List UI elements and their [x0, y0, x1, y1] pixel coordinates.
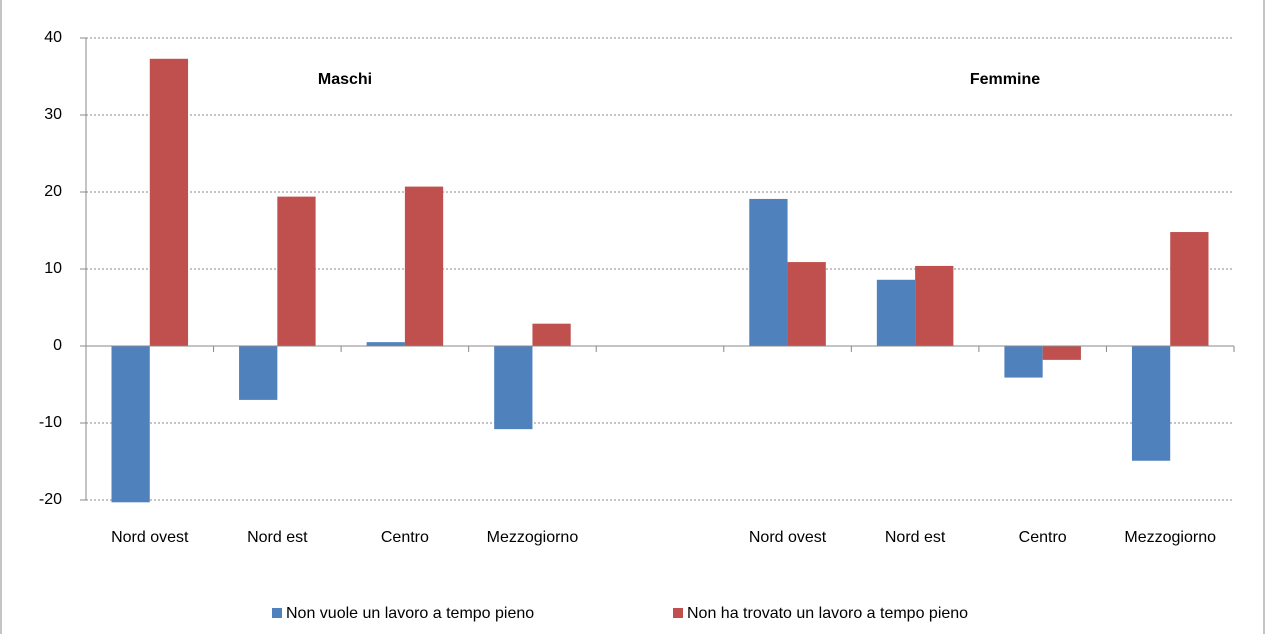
annotation: Femmine — [970, 71, 1040, 88]
x-tick-label: Nord est — [885, 529, 946, 546]
bar — [1131, 346, 1171, 461]
bar — [149, 58, 189, 346]
y-tick-label: 10 — [44, 260, 62, 277]
y-tick-label: 30 — [44, 106, 62, 123]
y-tick-label: -10 — [39, 414, 62, 431]
x-tick-label: Nord ovest — [111, 529, 189, 546]
bar — [749, 198, 788, 346]
legend-swatch — [272, 608, 282, 618]
x-tick-label: Centro — [381, 529, 429, 546]
bar — [494, 346, 533, 430]
bar — [532, 323, 571, 346]
legend-label: Non ha trovato un lavoro a tempo pieno — [687, 605, 968, 622]
legend-label: Non vuole un lavoro a tempo pieno — [286, 605, 534, 622]
bar — [876, 279, 916, 346]
x-tick-label: Centro — [1019, 529, 1067, 546]
bar — [1042, 346, 1081, 360]
bar — [404, 186, 444, 346]
y-tick-label: 40 — [44, 29, 62, 46]
bar — [787, 262, 826, 346]
bar — [1004, 346, 1043, 378]
annotation: Maschi — [318, 71, 372, 88]
bar — [1170, 232, 1209, 346]
x-tick-label: Mezzogiorno — [487, 529, 579, 546]
y-tick-label: 0 — [53, 337, 62, 354]
x-tick-label: Nord ovest — [749, 529, 827, 546]
bar — [915, 265, 954, 346]
y-tick-label: 20 — [44, 183, 62, 200]
y-tick-label: -20 — [39, 491, 62, 508]
bar — [239, 346, 278, 400]
bar — [277, 196, 316, 346]
x-tick-label: Nord est — [247, 529, 308, 546]
bar — [366, 342, 405, 346]
x-tick-label: Mezzogiorno — [1124, 529, 1216, 546]
legend-swatch — [673, 608, 683, 618]
bar — [111, 346, 150, 503]
